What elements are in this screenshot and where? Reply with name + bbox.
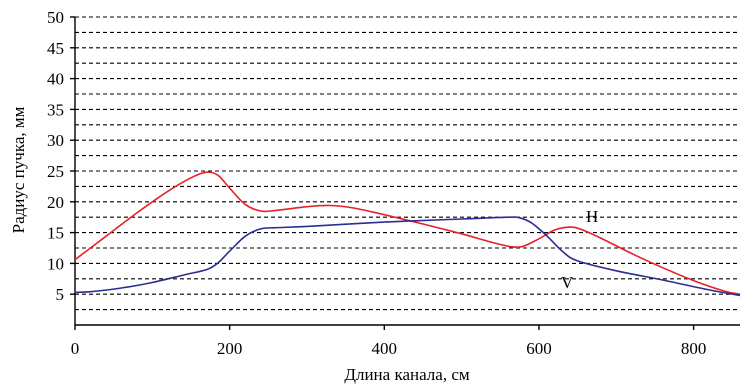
gridlines: [75, 16, 740, 311]
series-lines: [74, 171, 741, 297]
y-tick-label: 15: [47, 224, 64, 243]
series-line-v: [74, 216, 741, 297]
y-tick-label: 30: [47, 131, 64, 150]
y-tick-label: 35: [47, 100, 64, 119]
y-tick-label: 50: [47, 8, 64, 27]
x-axis-title: Длина канала, см: [344, 365, 469, 384]
series-line-h: [74, 171, 741, 295]
y-tick-label: 25: [47, 162, 64, 181]
y-tick-label: 40: [47, 70, 64, 89]
series-label-v: V: [561, 273, 574, 292]
y-tick-label: 45: [47, 39, 64, 58]
x-tick-label: 200: [217, 339, 243, 358]
x-tick-label: 400: [372, 339, 398, 358]
x-tick-label: 0: [71, 339, 80, 358]
x-tick-label: 800: [681, 339, 707, 358]
y-axis-title: Радиус пучка, мм: [9, 106, 28, 233]
y-tick-label: 10: [47, 254, 64, 273]
tick-labels: 5 10 15 20 25 30 35 40 45 50 0 200 400 600 800: [47, 8, 706, 358]
series-labels: H V: [561, 207, 598, 292]
y-tick-label: 20: [47, 193, 64, 212]
y-tick-label: 5: [56, 285, 65, 304]
series-label-h: H: [586, 207, 598, 226]
x-tick-label: 600: [526, 339, 552, 358]
